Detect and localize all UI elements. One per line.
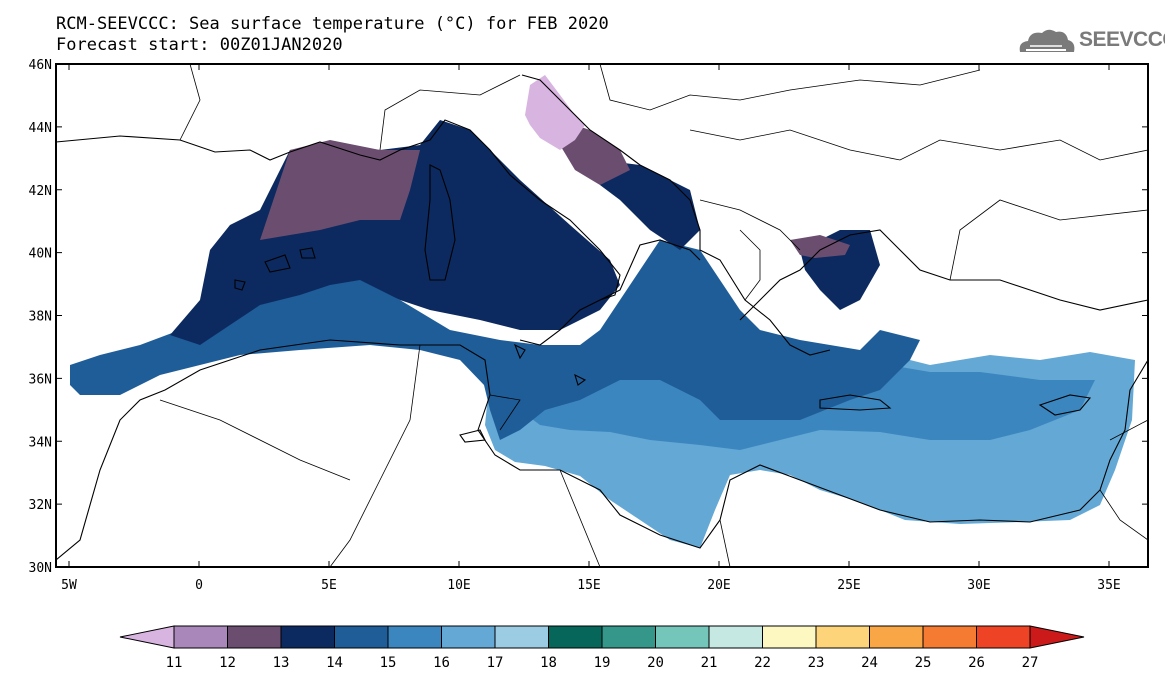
colorbar-label: 23	[808, 655, 825, 671]
colorbar-segment	[815, 625, 870, 649]
lat-label: 34N	[29, 435, 52, 450]
sst-field	[70, 75, 1135, 548]
lon-label: 5W	[61, 578, 77, 593]
lon-label: 10E	[447, 578, 470, 593]
colorbar-label: 18	[540, 655, 557, 671]
coastlines	[56, 74, 1148, 561]
lat-label: 40N	[29, 247, 52, 262]
colorbar-segment	[601, 625, 656, 649]
colorbar-label: 26	[968, 655, 985, 671]
colorbar-label: 14	[326, 655, 343, 671]
colorbar-segment	[173, 625, 228, 649]
colorbar-label: 22	[754, 655, 771, 671]
lat-label: 30N	[29, 561, 52, 576]
colorbar-segment	[280, 625, 335, 649]
colorbar-label: 20	[647, 655, 664, 671]
colorbar-label: 11	[166, 655, 183, 671]
lon-label: 30E	[967, 578, 990, 593]
colorbar-segment	[548, 625, 603, 649]
map-title: RCM-SEEVCCC: Sea surface temperature (°C…	[56, 14, 609, 34]
sst-region-11-adriatic	[525, 75, 585, 150]
colorbar-segment	[762, 625, 817, 649]
longitude-axis: 5W 0 5E 10E 15E 20E 25E 30E 35E	[61, 64, 1121, 593]
colorbar-label: 21	[701, 655, 718, 671]
cloud-logo-icon	[1019, 29, 1075, 52]
sst-region-13-aegean	[790, 235, 850, 258]
colorbar-label: 13	[273, 655, 290, 671]
country-borders	[159, 64, 1148, 567]
colorbar-label: 24	[861, 655, 878, 671]
logo-text: SEEVCCC	[1079, 28, 1165, 51]
colorbar-segment	[387, 625, 442, 649]
colorbar-segment	[976, 625, 1031, 649]
lon-label: 25E	[837, 578, 860, 593]
colorbar-label: 17	[487, 655, 504, 671]
lat-label: 32N	[29, 498, 52, 513]
colorbar-segment	[441, 625, 496, 649]
sst-region-13-lion	[260, 140, 420, 240]
lat-label: 42N	[29, 184, 52, 199]
colorbar-label: 19	[594, 655, 611, 671]
colorbar-low-arrow	[119, 625, 175, 649]
colorbar-label: 16	[433, 655, 450, 671]
colorbar-label: 27	[1022, 655, 1039, 671]
lon-label: 20E	[707, 578, 730, 593]
colorbar-segment	[708, 625, 763, 649]
colorbar: 11 12 13 14 15 16 17 18 19 20 21 22 23 24 25 26 27	[119, 625, 1085, 671]
colorbar-segment	[922, 625, 977, 649]
colorbar-segment	[227, 625, 282, 649]
lat-label: 38N	[29, 310, 52, 325]
colorbar-high-arrow	[1029, 625, 1085, 649]
colorbar-segment	[494, 625, 549, 649]
lat-label: 36N	[29, 372, 52, 387]
lat-label: 46N	[29, 58, 52, 73]
lon-label: 15E	[577, 578, 600, 593]
lat-label: 44N	[29, 121, 52, 136]
colorbar-segment	[334, 625, 389, 649]
colorbar-segment	[655, 625, 710, 649]
lon-label: 5E	[321, 578, 337, 593]
forecast-start: Forecast start: 00Z01JAN2020	[56, 35, 343, 55]
sst-region-14-adriatic	[600, 160, 700, 250]
lon-label: 0	[195, 578, 203, 593]
lon-label: 35E	[1097, 578, 1120, 593]
colorbar-label: 25	[915, 655, 932, 671]
colorbar-label: 12	[219, 655, 236, 671]
colorbar-label: 15	[380, 655, 397, 671]
latitude-axis: 46N 44N 42N 40N 38N 36N 34N 32N 30N	[29, 58, 1148, 576]
colorbar-segment	[869, 625, 924, 649]
